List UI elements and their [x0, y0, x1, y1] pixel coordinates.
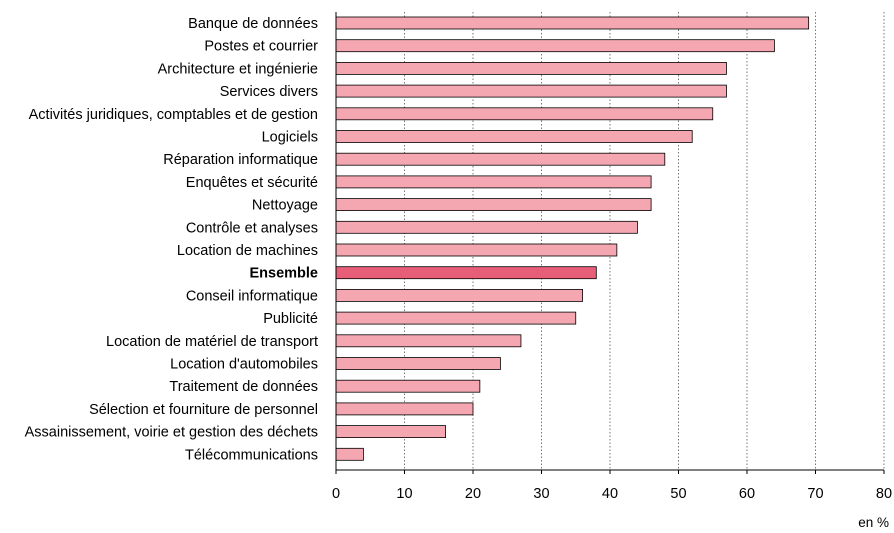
category-labels: Banque de données Postes et courrier Archi…: [25, 16, 319, 463]
category-label-11: Ensemble: [250, 266, 319, 282]
category-label-5: Logiciels: [262, 130, 318, 146]
bar-19: [335, 447, 364, 461]
category-label-19: Télécommunications: [185, 447, 318, 463]
x-tick-label-60: 60: [739, 486, 755, 502]
category-label-14: Location de matériel de transport: [106, 334, 318, 350]
bar-2: [335, 62, 727, 75]
bars: [335, 16, 810, 461]
category-label-16: Traitement de données: [169, 379, 318, 395]
bar-12: [335, 288, 584, 302]
x-tick-label-80: 80: [876, 486, 892, 502]
category-label-15: Location d'automobiles: [170, 357, 318, 373]
category-label-4: Activités juridiques, comptables et de g…: [29, 107, 318, 123]
x-tick-label-10: 10: [396, 486, 412, 502]
bar-15: [335, 357, 501, 370]
category-label-17: Sélection et fourniture de personnel: [89, 402, 318, 418]
category-label-2: Architecture et ingénierie: [158, 61, 318, 77]
bar-10: [335, 243, 618, 257]
category-label-18: Assainissement, voirie et gestion des dé…: [25, 425, 318, 441]
x-tick-label-0: 0: [332, 486, 340, 502]
category-label-1: Postes et courrier: [204, 39, 318, 55]
bar-16: [335, 379, 481, 393]
bar-3: [335, 84, 727, 98]
x-axis-unit-label: en %: [858, 515, 889, 530]
x-tick-label-30: 30: [533, 486, 549, 502]
bar-18: [335, 425, 446, 439]
x-tick-label-50: 50: [670, 486, 686, 502]
category-label-7: Enquêtes et sécurité: [186, 175, 318, 191]
bar-5: [335, 130, 693, 143]
x-tick-label-20: 20: [465, 486, 481, 502]
category-label-3: Services divers: [220, 84, 318, 100]
bar-6: [335, 152, 666, 166]
bar-1: [335, 39, 775, 53]
bar-17: [335, 402, 474, 416]
category-label-8: Nettoyage: [252, 198, 318, 214]
x-tick-label-70: 70: [807, 486, 823, 502]
bar-7: [335, 175, 652, 189]
bar-13: [335, 311, 577, 325]
category-label-10: Location de machines: [177, 243, 318, 259]
bar-14: [335, 334, 522, 348]
gridlines: [404, 12, 885, 470]
category-label-9: Contrôle et analyses: [186, 220, 318, 236]
category-label-6: Réparation informatique: [163, 152, 318, 168]
category-label-0: Banque de données: [188, 16, 318, 32]
category-label-13: Publicité: [263, 311, 318, 327]
category-label-12: Conseil informatique: [186, 288, 318, 304]
bar-8: [335, 198, 652, 212]
x-axis: 0 10 20 30 40 50 60 70 80: [332, 12, 892, 502]
bar-11: [335, 266, 597, 280]
bar-9: [335, 220, 638, 234]
bar-4: [335, 107, 714, 121]
x-tick-label-40: 40: [602, 486, 618, 502]
bar-0: [335, 16, 810, 30]
